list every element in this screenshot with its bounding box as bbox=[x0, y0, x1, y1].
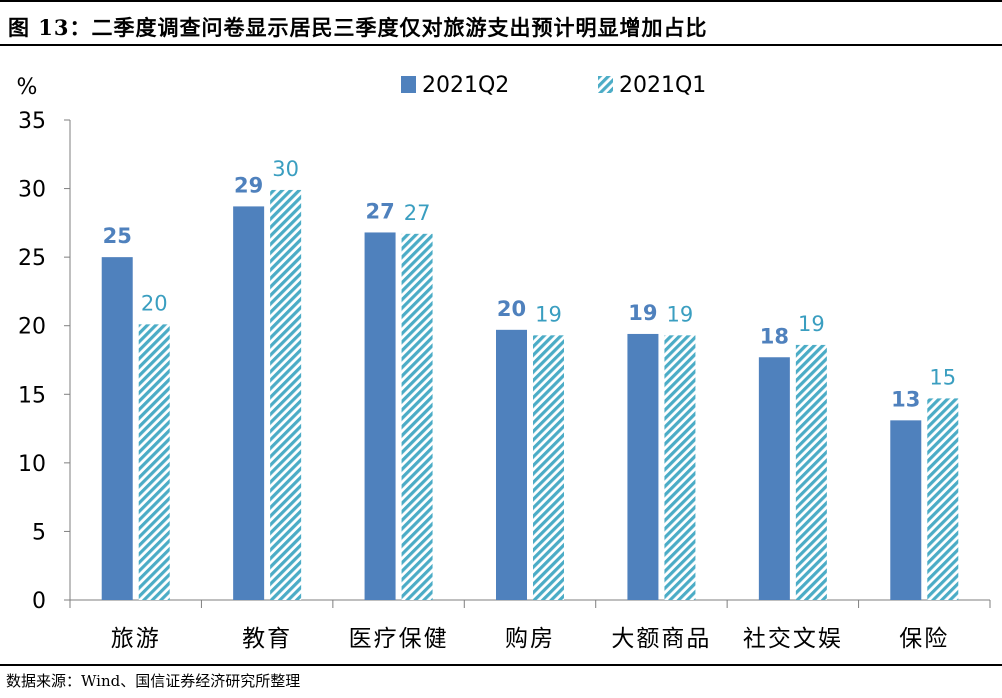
bar-2021q2 bbox=[101, 257, 133, 600]
data-label: 19 bbox=[535, 302, 562, 326]
x-tick-label: 教育 bbox=[242, 626, 292, 652]
legend-swatch-2021q1 bbox=[598, 76, 613, 93]
bar-2021q2 bbox=[233, 206, 265, 600]
y-tick-label: 25 bbox=[18, 246, 46, 271]
chart-area: 0 5 10 15 20 25 30 35% 旅游 25 20 教育 29 30 医疗保健 27 27 购房 20 1… bbox=[0, 46, 1002, 664]
x-tick-label: 医疗保健 bbox=[349, 626, 449, 652]
bar-2021q2 bbox=[627, 333, 659, 600]
data-label: 19 bbox=[628, 301, 657, 325]
bar-2021q1 bbox=[664, 335, 696, 600]
y-tick-label: 20 bbox=[18, 315, 46, 340]
legend-label-2021q2: 2021Q2 bbox=[422, 73, 509, 98]
data-label: 20 bbox=[497, 297, 526, 321]
figure-header: 图 13：二季度调查问卷显示居民三季度仅对旅游支出预计明显增加占比 bbox=[0, 0, 1002, 46]
y-tick-label: 35 bbox=[18, 109, 46, 134]
bar-chart: 0 5 10 15 20 25 30 35% 旅游 25 20 教育 29 30 医疗保健 27 27 购房 20 1… bbox=[17, 73, 991, 652]
data-label: 27 bbox=[365, 199, 394, 223]
source-note: 数据来源：Wind、国信证券经济研究所整理 bbox=[6, 672, 301, 690]
y-tick-label: 0 bbox=[32, 589, 46, 614]
x-tick-label: 旅游 bbox=[111, 626, 161, 652]
bar-2021q1 bbox=[533, 335, 564, 600]
data-label: 29 bbox=[234, 173, 263, 197]
data-label: 27 bbox=[404, 201, 431, 225]
x-tick-label: 社交文娱 bbox=[743, 626, 843, 652]
bar-2021q1 bbox=[927, 398, 959, 600]
x-tick-label: 保险 bbox=[899, 626, 949, 652]
data-label: 15 bbox=[929, 365, 956, 389]
y-tick-label: 5 bbox=[32, 520, 46, 545]
legend-label-2021q1: 2021Q1 bbox=[619, 73, 706, 98]
data-label: 18 bbox=[760, 324, 789, 348]
data-label: 19 bbox=[798, 312, 825, 336]
y-tick-label: 10 bbox=[18, 452, 46, 477]
data-label: 25 bbox=[103, 224, 132, 248]
bar-2021q2 bbox=[890, 420, 922, 600]
bar-2021q2 bbox=[496, 329, 527, 600]
bar-2021q1 bbox=[270, 189, 302, 600]
y-tick-label: 30 bbox=[18, 178, 46, 203]
y-axis-unit: % bbox=[17, 75, 38, 100]
legend-swatch-2021q2 bbox=[401, 76, 416, 93]
data-label: 13 bbox=[891, 387, 920, 411]
data-label: 19 bbox=[667, 302, 694, 326]
data-label: 30 bbox=[272, 157, 299, 181]
y-tick-label: 15 bbox=[18, 383, 46, 408]
bar-2021q1 bbox=[138, 324, 170, 600]
x-tick-label: 大额商品 bbox=[611, 626, 711, 652]
data-label: 20 bbox=[141, 291, 168, 315]
x-tick-label: 购房 bbox=[505, 626, 555, 652]
bar-2021q2 bbox=[758, 357, 790, 600]
figure-title: 图 13：二季度调查问卷显示居民三季度仅对旅游支出预计明显增加占比 bbox=[8, 15, 708, 40]
figure-footer: 数据来源：Wind、国信证券经济研究所整理 bbox=[0, 664, 1002, 698]
bar-2021q2 bbox=[364, 232, 396, 600]
bar-2021q1 bbox=[401, 233, 433, 601]
bar-2021q1 bbox=[795, 344, 827, 600]
